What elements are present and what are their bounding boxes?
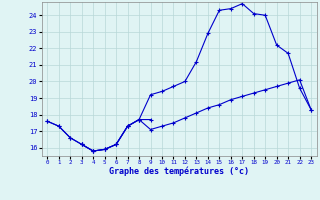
- X-axis label: Graphe des températures (°c): Graphe des températures (°c): [109, 167, 249, 176]
